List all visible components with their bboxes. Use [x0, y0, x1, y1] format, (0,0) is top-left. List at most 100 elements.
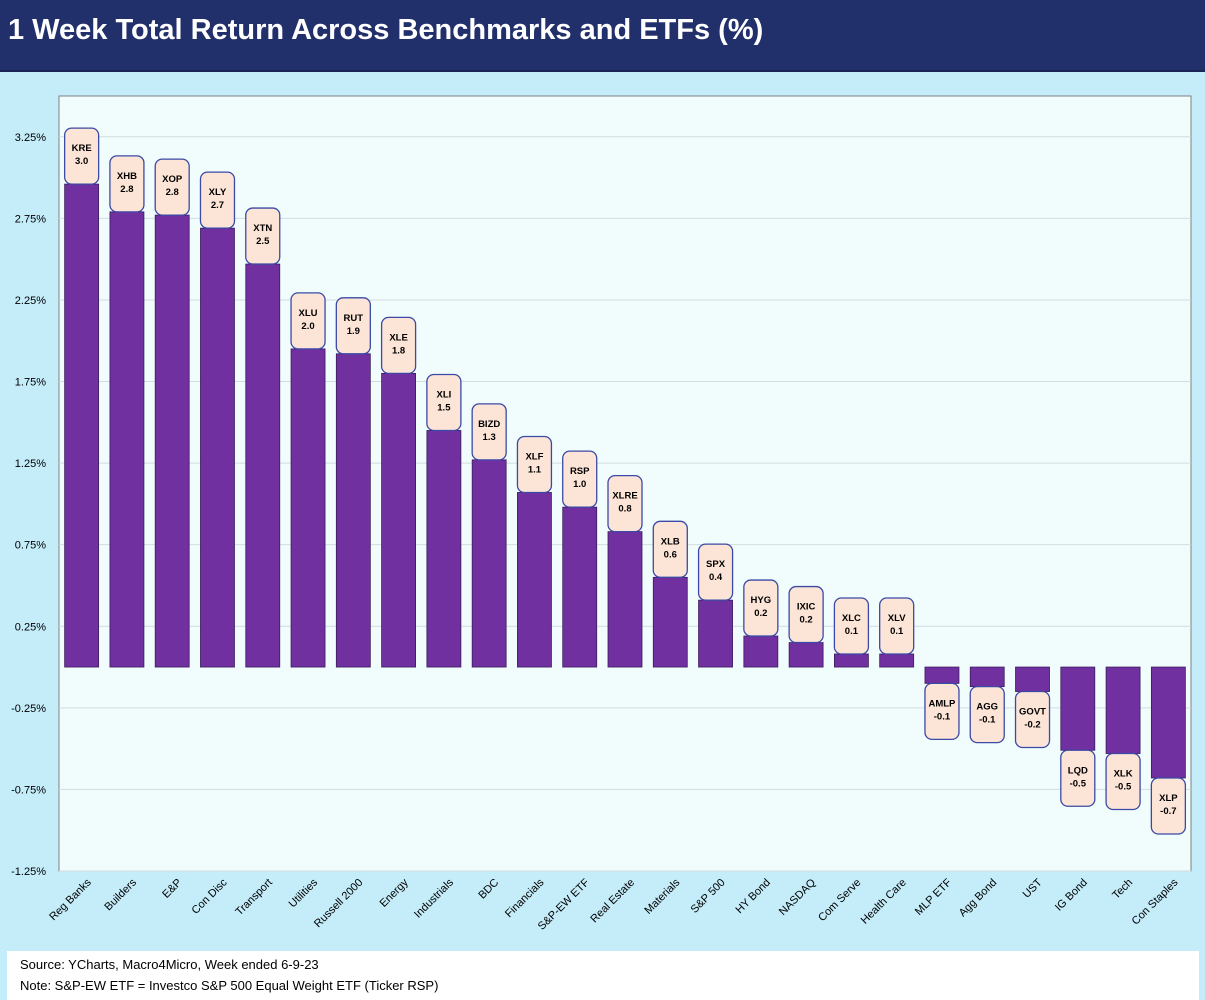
data-label-value: 0.6: [664, 549, 677, 560]
data-label-box: AGG -0.1: [969, 685, 1005, 744]
x-tick-label: Builders: [102, 876, 139, 913]
bar: [607, 531, 643, 668]
data-label-box: XLE 1.8: [380, 316, 417, 375]
bar: [154, 214, 190, 668]
data-label-value: 1.1: [528, 464, 542, 475]
data-label-ticker: XLRE: [612, 491, 637, 502]
bar: [426, 430, 462, 668]
data-label-box: XLV 0.1: [879, 597, 915, 655]
data-label-background: [788, 585, 824, 644]
data-label-value: -0.1: [979, 715, 996, 726]
x-tick-label: Financials: [503, 876, 547, 920]
x-tick-label: HY Bond: [733, 877, 772, 916]
data-label-background: [471, 403, 507, 461]
y-tick-label: -1.25%: [11, 866, 46, 878]
y-tick-label: 0.25%: [15, 621, 46, 633]
data-label-value: 2.8: [166, 187, 179, 198]
data-label-ticker: LQD: [1068, 765, 1088, 776]
y-tick-label: 0.75%: [15, 540, 46, 552]
data-label-background: [1060, 749, 1096, 807]
data-label-ticker: AGG: [976, 702, 998, 713]
bar: [64, 183, 100, 668]
x-tick-label: Reg Banks: [47, 876, 94, 923]
bar: [1015, 666, 1050, 692]
x-tick-label: Tech: [1110, 877, 1135, 902]
y-tick-label: 2.25%: [15, 295, 46, 307]
x-tick-label: E&P: [160, 877, 184, 901]
data-label-background: [245, 207, 281, 265]
data-label-box: XLK -0.5: [1105, 752, 1141, 811]
data-label-background: [426, 373, 462, 432]
data-label-box: GOVT -0.2: [1014, 690, 1051, 749]
data-label-ticker: XLV: [888, 613, 906, 624]
data-label-box: XLI 1.5: [426, 373, 462, 432]
data-label-ticker: XLE: [389, 332, 407, 343]
data-label-background: [607, 474, 643, 533]
data-label-ticker: GOVT: [1019, 707, 1046, 718]
data-label-box: XLB 0.6: [652, 520, 688, 578]
data-label-ticker: AMLP: [928, 698, 956, 709]
data-label-ticker: XLI: [436, 389, 451, 400]
bar: [381, 372, 417, 668]
data-label-ticker: KRE: [72, 143, 92, 154]
data-label-box: AMLP -0.1: [924, 682, 960, 741]
x-tick-label: Materials: [642, 876, 682, 916]
data-label-value: 2.0: [301, 321, 314, 332]
data-label-value: 1.8: [392, 345, 405, 356]
y-tick-label: -0.75%: [11, 784, 46, 796]
bar: [698, 599, 733, 668]
data-label-background: [290, 292, 326, 350]
data-label-value: -0.2: [1024, 720, 1040, 731]
bar: [1150, 666, 1186, 779]
bar: [245, 263, 281, 668]
x-tick-label: Transport: [233, 877, 274, 918]
x-tick-label: S&P 500: [689, 877, 728, 916]
data-label-value: 0.8: [618, 504, 631, 515]
data-label-value: 1.3: [483, 432, 496, 443]
data-label-ticker: XTN: [253, 223, 272, 234]
data-label-ticker: XLC: [842, 613, 861, 624]
bar: [1105, 666, 1141, 754]
x-tick-label: Com Serve: [816, 877, 863, 924]
data-label-ticker: BIZD: [478, 419, 500, 430]
bar: [517, 492, 552, 668]
data-label-ticker: SPX: [706, 559, 726, 570]
data-label-value: 1.0: [573, 479, 586, 490]
data-label-value: 0.4: [709, 572, 723, 583]
bar: [1060, 666, 1096, 751]
data-label-box: XLF 1.1: [516, 435, 553, 494]
data-label-value: 2.5: [256, 236, 270, 247]
data-label-value: 1.5: [437, 402, 451, 413]
y-tick-label: 1.25%: [15, 458, 46, 470]
data-label-ticker: XLB: [661, 536, 680, 547]
data-label-background: [1150, 777, 1187, 835]
bar: [879, 653, 915, 668]
data-label-box: XTN 2.5: [245, 207, 281, 265]
data-label-ticker: XHB: [117, 171, 137, 182]
bar-chart: 3.25% 2.75% 2.25% 1.75% 1.25% 0.75% 0.25% -0.25…: [11, 95, 1192, 933]
data-label-value: 2.8: [120, 184, 133, 195]
data-label-box: XLRE 0.8: [607, 474, 643, 533]
title-bar: 1 Week Total Return Across Benchmarks an…: [0, 0, 1205, 72]
data-label-background: [380, 316, 417, 375]
data-label-background: [199, 171, 236, 229]
x-tick-label: BDC: [476, 877, 501, 902]
data-label-background: [562, 450, 598, 508]
bar: [969, 666, 1005, 688]
data-label-box: IXIC 0.2: [788, 585, 824, 644]
x-tick-label: NASDAQ: [777, 876, 819, 918]
data-label-background: [154, 158, 190, 216]
bar: [109, 211, 145, 668]
data-label-background: [335, 297, 371, 355]
data-label-ticker: HYG: [751, 595, 772, 606]
data-label-box: XLU 2.0: [290, 292, 326, 350]
data-label-value: -0.5: [1115, 782, 1132, 793]
data-label-background: [924, 682, 960, 741]
data-label-ticker: XLK: [1114, 769, 1133, 780]
data-label-background: [652, 520, 688, 578]
bar: [834, 653, 869, 668]
data-label-box: XHB 2.8: [109, 155, 145, 213]
bar: [924, 666, 960, 684]
y-tick-label: 1.75%: [15, 377, 46, 389]
x-tick-label: IG Bond: [1053, 877, 1090, 914]
